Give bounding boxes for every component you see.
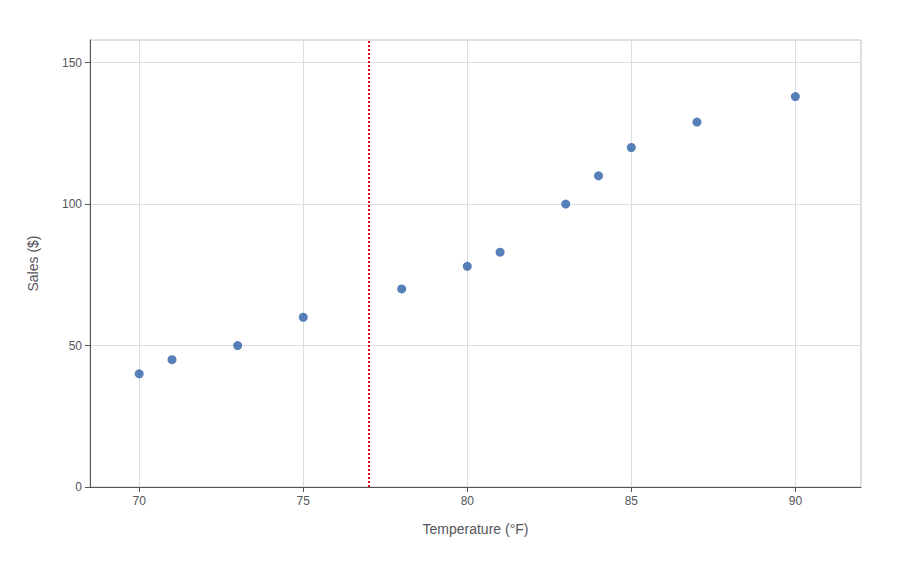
svg-text:75: 75 — [297, 494, 311, 508]
svg-text:0: 0 — [75, 480, 82, 494]
svg-text:100: 100 — [62, 197, 82, 211]
svg-text:150: 150 — [62, 56, 82, 70]
svg-text:85: 85 — [625, 494, 639, 508]
svg-text:Temperature (°F): Temperature (°F) — [423, 521, 529, 537]
svg-text:90: 90 — [789, 494, 803, 508]
svg-text:80: 80 — [461, 494, 475, 508]
svg-text:Sales ($): Sales ($) — [25, 235, 41, 291]
svg-text:50: 50 — [69, 339, 83, 353]
svg-text:70: 70 — [133, 494, 147, 508]
